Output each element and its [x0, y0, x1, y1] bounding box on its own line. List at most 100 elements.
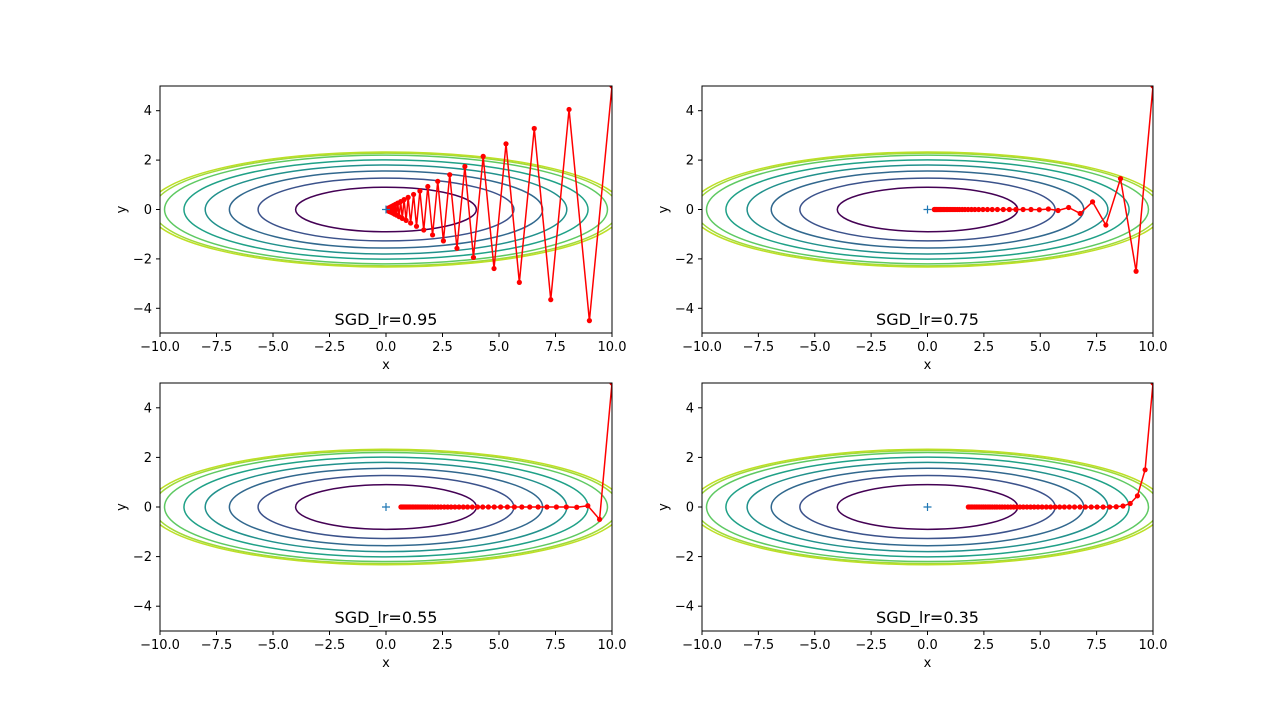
x-tick-label: 7.5	[1086, 340, 1107, 355]
contour-line	[725, 159, 1130, 260]
path-point	[1077, 210, 1083, 217]
path-point	[1071, 504, 1078, 510]
path-point	[965, 504, 971, 510]
contour-line	[160, 449, 612, 565]
x-tick-label: −7.5	[201, 638, 233, 653]
path-point	[1103, 222, 1109, 228]
y-tick-label: −2	[675, 550, 694, 565]
path-point	[1142, 467, 1148, 473]
x-tick-label: 0.0	[376, 638, 397, 653]
path-line	[387, 86, 612, 322]
minimum-marker	[382, 503, 390, 511]
path-point	[1052, 504, 1058, 510]
x-tick-label: −7.5	[201, 340, 233, 355]
x-tick-label: 5.0	[489, 638, 510, 653]
contour-line	[160, 448, 612, 566]
contour-line	[702, 151, 1153, 268]
x-tick-label: 5.0	[1030, 638, 1051, 653]
x-tick-label: −2.5	[314, 340, 346, 355]
minimum-marker	[923, 503, 932, 511]
y-tick-label: 2	[144, 154, 152, 169]
x-axis-title: x	[924, 358, 932, 373]
contour-line	[702, 449, 1153, 565]
path-point	[544, 504, 550, 510]
x-tick-label: −2.5	[855, 638, 887, 653]
x-tick-label: 10.0	[598, 638, 627, 653]
minimum-marker	[382, 205, 390, 214]
y-tick-label: −4	[133, 302, 152, 317]
y-axis-title: y	[115, 205, 130, 213]
path-point	[497, 504, 504, 510]
x-tick-label: −7.5	[743, 638, 775, 653]
x-tick-label: 10.0	[1139, 340, 1168, 355]
path-point	[1031, 504, 1037, 510]
contour-line	[702, 448, 1153, 566]
path-point	[984, 206, 991, 213]
y-tick-label: 4	[686, 104, 694, 119]
y-tick-label: −2	[133, 252, 152, 267]
path-point	[976, 206, 982, 213]
chart-panel-3: −10.0 −7.5 −5.0 −2.5 0.0 2.5 5.0 7.5 10.0 −4 −2 0 2 4…	[115, 382, 627, 671]
path-point	[1048, 504, 1054, 510]
path-point	[527, 504, 533, 510]
path-point	[474, 504, 481, 510]
y-tick-label: −4	[675, 302, 694, 317]
path-point	[460, 504, 466, 510]
x-tick-label: 5.0	[489, 340, 510, 355]
x-tick-label: 0.0	[917, 638, 938, 653]
x-tick-label: 10.0	[598, 340, 627, 355]
x-tick-label: −5.0	[799, 340, 831, 355]
contour-line	[163, 154, 609, 265]
x-tick-label: −10.0	[682, 638, 722, 653]
y-tick-label: 0	[144, 501, 152, 516]
x-tick-label: 7.5	[545, 340, 566, 355]
path-point	[491, 504, 497, 510]
path-point	[994, 206, 1001, 213]
path-point	[1113, 504, 1119, 510]
path-point	[435, 178, 441, 184]
path-point	[440, 238, 447, 244]
path-point	[1039, 504, 1045, 510]
y-tick-label: −4	[133, 600, 152, 615]
x-tick-label: 0.0	[376, 340, 397, 355]
chart-title: SGD_lr=0.35	[876, 608, 979, 628]
path-point	[1036, 207, 1042, 213]
path-point	[531, 125, 537, 132]
chart-panel-1: −10.0 −7.5 −5.0 −2.5 0.0 2.5 5.0 7.5 10.0 −4 −2 0 2 4…	[115, 85, 627, 373]
x-tick-label: 0.0	[917, 340, 938, 355]
path-point	[504, 504, 510, 510]
contour-line	[725, 456, 1130, 558]
path-point	[456, 504, 462, 510]
path-point	[574, 504, 580, 510]
x-tick-label: −7.5	[743, 340, 775, 355]
y-tick-label: −2	[675, 252, 694, 267]
x-tick-label: −10.0	[140, 638, 180, 653]
x-tick-label: 2.5	[974, 638, 995, 653]
path-point	[519, 504, 525, 510]
x-tick-label: 2.5	[974, 340, 995, 355]
path-point	[1088, 504, 1094, 510]
contour-line	[163, 451, 609, 563]
x-tick-label: 7.5	[545, 638, 566, 653]
path-point	[1013, 206, 1019, 213]
contour-line	[160, 152, 612, 267]
chart-title: SGD_lr=0.55	[335, 608, 438, 628]
path-point	[1066, 504, 1072, 510]
path-point	[1006, 206, 1012, 213]
chart-title: SGD_lr=0.95	[335, 310, 438, 330]
y-tick-label: 4	[686, 401, 694, 416]
y-tick-label: −4	[675, 600, 694, 615]
contour-line	[294, 186, 478, 233]
chart-panel-4: −10.0 −7.5 −5.0 −2.5 0.0 2.5 5.0 7.5 10.0 −4 −2 0 2 4…	[657, 382, 1167, 671]
path-point	[516, 279, 522, 285]
path-point	[609, 86, 612, 89]
path-point	[1134, 493, 1141, 499]
path-point	[405, 194, 411, 200]
path-point	[1000, 206, 1006, 213]
path-line	[968, 383, 1153, 508]
path-point	[1089, 199, 1096, 205]
path-point	[535, 504, 541, 510]
y-tick-label: 2	[686, 154, 694, 169]
path-point	[464, 504, 471, 510]
plot-area	[702, 383, 1153, 566]
